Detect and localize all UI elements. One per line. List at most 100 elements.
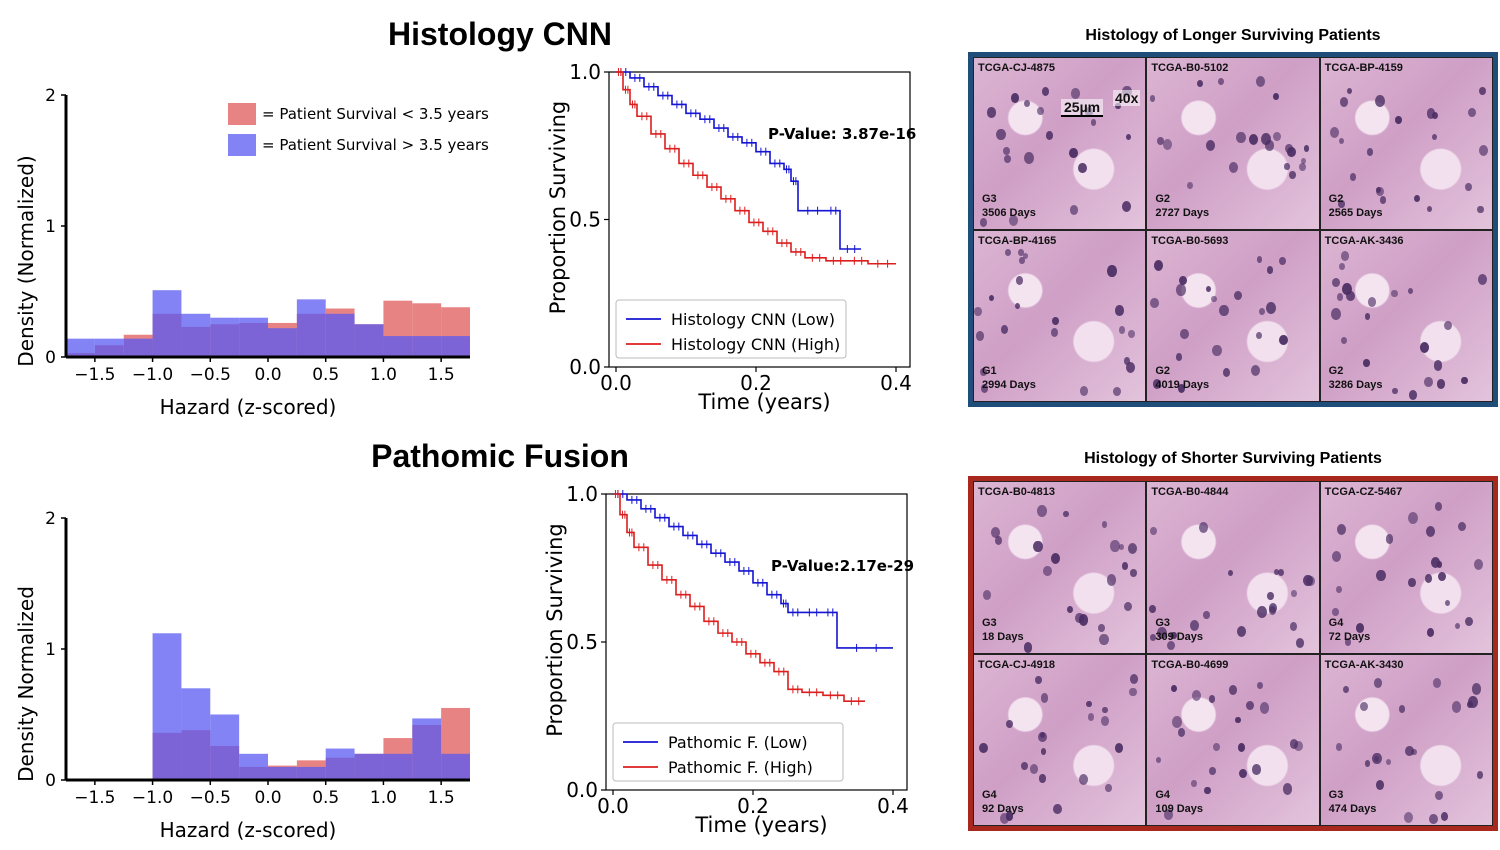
cell-nucleus [1385, 758, 1391, 765]
cell-nucleus [1291, 589, 1297, 597]
hist-bar-long [268, 766, 297, 780]
cell-nucleus [1477, 205, 1484, 214]
cell-nucleus [1206, 139, 1216, 151]
x-tick-label: 1.0 [370, 365, 397, 385]
cell-nucleus [1339, 262, 1346, 270]
cell-nucleus [1268, 606, 1276, 616]
tile-patient-id: TCGA-CJ-4918 [978, 658, 1056, 671]
cell-nucleus [1286, 146, 1296, 157]
cell-nucleus [1375, 95, 1386, 107]
scale-bar: 25µm [1061, 99, 1104, 117]
cell-nucleus [1331, 308, 1341, 320]
cell-nucleus [983, 590, 992, 600]
hist-bar-long [268, 328, 297, 357]
cell-nucleus [980, 218, 988, 227]
tile-patient-id: TCGA-AK-3430 [1324, 658, 1404, 671]
cell-nucleus [1113, 386, 1121, 396]
y-tick-label: 1 [45, 640, 56, 660]
cell-nucleus [1300, 157, 1307, 165]
cell-nucleus [1296, 638, 1305, 648]
cell-nucleus [1363, 359, 1370, 368]
tile-patient-id: TCGA-AK-3436 [1324, 234, 1404, 247]
tile-grade: G3 [982, 192, 997, 205]
y-tick-label: 2 [45, 509, 56, 529]
cell-nucleus [1219, 304, 1230, 317]
cell-nucleus [1454, 622, 1460, 629]
cell-nucleus [1053, 803, 1063, 815]
hist-bar-long [383, 753, 413, 780]
tile-grade: G3 [982, 616, 997, 629]
cell-nucleus [1212, 743, 1220, 752]
tile-grade: G3 [1328, 789, 1344, 801]
cell-nucleus [1428, 813, 1438, 825]
cell-nucleus [1041, 86, 1050, 96]
cell-nucleus [1119, 543, 1125, 551]
cell-nucleus [1011, 93, 1020, 103]
cell-nucleus [1426, 627, 1434, 637]
cell-nucleus [1394, 115, 1402, 125]
cell-nucleus [1156, 757, 1162, 764]
cell-nucleus [1228, 684, 1238, 696]
cell-nucleus [1265, 140, 1274, 151]
cell-nucleus [1127, 542, 1138, 554]
y-tick-label: 0.5 [569, 208, 601, 232]
histology-tile: TCGA-BP-4165 G1 2994 Days [973, 229, 1147, 402]
cell-nucleus [1431, 112, 1438, 120]
hist-bar-long [354, 324, 384, 357]
x-tick-label: 0.5 [312, 788, 339, 808]
cell-nucleus [999, 812, 1010, 824]
cell-nucleus [1171, 716, 1182, 728]
tile-survival-days: 3286 Days [1328, 379, 1383, 391]
cell-nucleus [1477, 273, 1488, 286]
cell-nucleus [1465, 616, 1473, 626]
hist-bar-long [441, 753, 470, 780]
histology-tile: TCGA-AK-3430 G3 474 Days [1319, 653, 1493, 826]
cell-nucleus [1127, 329, 1135, 339]
histology-tile: TCGA-AK-3436 G2 3286 Days [1319, 229, 1493, 402]
legend-label: = Patient Survival < 3.5 years [262, 105, 489, 123]
cell-nucleus [1261, 133, 1272, 145]
cell-nucleus [1227, 569, 1233, 576]
hist-bar-long [210, 317, 240, 357]
cell-nucleus [1426, 108, 1436, 119]
cell-nucleus [1425, 525, 1436, 538]
cell-nucleus [1015, 303, 1021, 310]
cell-nucleus [1420, 341, 1430, 353]
cell-nucleus [1403, 812, 1413, 823]
cell-nucleus [1197, 79, 1204, 88]
x-axis-label: Time (years) [694, 813, 827, 837]
x-tick-label: 0.0 [254, 788, 281, 808]
cell-nucleus [1189, 619, 1200, 631]
cell-nucleus [1346, 87, 1352, 95]
cell-nucleus [1299, 162, 1307, 172]
y-tick-label: 0 [45, 771, 56, 791]
cell-nucleus [1365, 313, 1371, 320]
cell-nucleus [1360, 702, 1368, 712]
cell-nucleus [1336, 292, 1344, 301]
cell-nucleus [996, 128, 1006, 141]
cell-nucleus [1256, 256, 1263, 263]
cell-nucleus [1040, 693, 1049, 703]
cell-nucleus [1187, 181, 1193, 189]
cell-nucleus [1199, 521, 1209, 533]
cell-nucleus [1177, 728, 1185, 737]
cell-nucleus [1376, 780, 1385, 791]
cell-nucleus [979, 367, 987, 377]
cell-nucleus [1023, 99, 1030, 108]
tile-patient-id: TCGA-B0-4813 [978, 486, 1056, 498]
tile-survival-days: 2994 Days [982, 379, 1036, 391]
cell-nucleus [1150, 95, 1156, 102]
hist-bar-long [441, 336, 470, 357]
tile-patient-id: TCGA-CZ-5467 [1324, 486, 1403, 498]
cell-nucleus [1087, 712, 1095, 721]
y-axis-label: Proportion Surviving [543, 523, 567, 736]
cell-nucleus [1345, 638, 1352, 646]
hist-bar-long [152, 290, 182, 357]
cell-nucleus [1266, 302, 1276, 315]
cell-nucleus [1150, 527, 1158, 535]
legend-label: Pathomic F. (High) [668, 758, 813, 777]
cell-nucleus [1471, 683, 1481, 695]
x-tick-label: 0.5 [312, 365, 339, 385]
cell-nucleus [1019, 257, 1025, 264]
cell-nucleus [1105, 784, 1112, 792]
